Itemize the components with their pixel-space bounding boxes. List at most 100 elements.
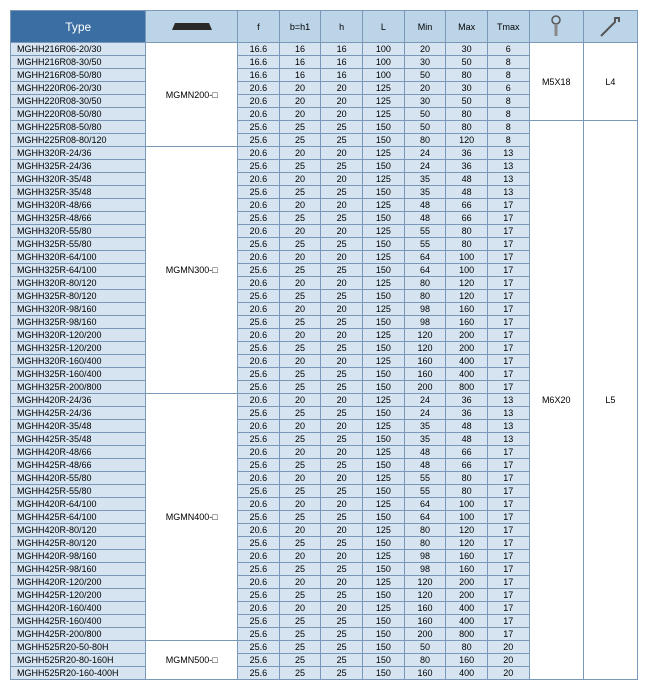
cell-L: 150	[363, 121, 405, 134]
cell-b: 20	[279, 420, 321, 433]
cell-t: 17	[487, 355, 529, 368]
cell-f: 25.6	[238, 433, 280, 446]
cell-t: 13	[487, 394, 529, 407]
cell-L: 150	[363, 485, 405, 498]
cell-h: 25	[321, 121, 363, 134]
cell-b: 20	[279, 524, 321, 537]
spec-table: Type f b=h1 h L Min Max Tmax MGHH216R06-…	[10, 10, 638, 680]
cell-L: 125	[363, 95, 405, 108]
cell-b: 20	[279, 329, 321, 342]
cell-min: 35	[404, 420, 446, 433]
cell-type: MGHH425R-35/48	[11, 433, 146, 446]
cell-min: 80	[404, 134, 446, 147]
header-bh1: b=h1	[279, 11, 321, 43]
cell-L: 150	[363, 563, 405, 576]
cell-min: 24	[404, 407, 446, 420]
cell-h: 20	[321, 82, 363, 95]
cell-t: 8	[487, 108, 529, 121]
cell-f: 16.6	[238, 56, 280, 69]
cell-min: 24	[404, 160, 446, 173]
cell-min: 55	[404, 238, 446, 251]
cell-min: 160	[404, 615, 446, 628]
cell-type: MGHH420R-80/120	[11, 524, 146, 537]
cell-L: 125	[363, 446, 405, 459]
cell-t: 17	[487, 212, 529, 225]
cell-t: 17	[487, 511, 529, 524]
cell-f: 20.6	[238, 147, 280, 160]
cell-h: 20	[321, 95, 363, 108]
cell-t: 17	[487, 316, 529, 329]
cell-wrench: L5	[583, 121, 637, 680]
cell-h: 25	[321, 238, 363, 251]
cell-type: MGHH320R-64/100	[11, 251, 146, 264]
cell-b: 25	[279, 381, 321, 394]
cell-f: 20.6	[238, 329, 280, 342]
cell-t: 8	[487, 121, 529, 134]
cell-f: 25.6	[238, 264, 280, 277]
cell-f: 20.6	[238, 355, 280, 368]
cell-min: 160	[404, 667, 446, 680]
cell-min: 35	[404, 186, 446, 199]
header-max: Max	[446, 11, 488, 43]
cell-min: 80	[404, 277, 446, 290]
cell-type: MGHH320R-80/120	[11, 277, 146, 290]
cell-type: MGHH325R-160/400	[11, 368, 146, 381]
cell-min: 80	[404, 290, 446, 303]
cell-f: 25.6	[238, 186, 280, 199]
cell-t: 17	[487, 368, 529, 381]
cell-L: 150	[363, 342, 405, 355]
cell-b: 25	[279, 654, 321, 667]
cell-max: 66	[446, 459, 488, 472]
cell-f: 20.6	[238, 576, 280, 589]
cell-f: 20.6	[238, 95, 280, 108]
cell-h: 25	[321, 433, 363, 446]
cell-h: 20	[321, 550, 363, 563]
cell-b: 20	[279, 82, 321, 95]
cell-h: 20	[321, 251, 363, 264]
cell-max: 36	[446, 160, 488, 173]
header-type: Type	[11, 11, 146, 43]
cell-f: 20.6	[238, 251, 280, 264]
cell-t: 17	[487, 524, 529, 537]
header-insert-icon	[146, 11, 238, 43]
cell-b: 25	[279, 316, 321, 329]
cell-f: 25.6	[238, 628, 280, 641]
table-row: MGHH225R08-50/8025.6252515050808M6X20L5	[11, 121, 638, 134]
cell-L: 150	[363, 433, 405, 446]
header-screw-icon	[529, 11, 583, 43]
cell-f: 20.6	[238, 82, 280, 95]
cell-min: 98	[404, 550, 446, 563]
cell-max: 400	[446, 667, 488, 680]
cell-h: 20	[321, 498, 363, 511]
cell-insert: MGMN300-□	[146, 147, 238, 394]
cell-type: MGHH225R08-50/80	[11, 121, 146, 134]
cell-type: MGHH320R-120/200	[11, 329, 146, 342]
cell-L: 125	[363, 108, 405, 121]
cell-h: 16	[321, 56, 363, 69]
cell-min: 160	[404, 368, 446, 381]
cell-h: 20	[321, 173, 363, 186]
cell-min: 80	[404, 654, 446, 667]
cell-b: 25	[279, 511, 321, 524]
cell-type: MGHH225R08-80/120	[11, 134, 146, 147]
cell-t: 17	[487, 446, 529, 459]
cell-b: 16	[279, 56, 321, 69]
cell-min: 48	[404, 459, 446, 472]
cell-f: 25.6	[238, 667, 280, 680]
cell-min: 160	[404, 602, 446, 615]
cell-L: 150	[363, 615, 405, 628]
cell-t: 17	[487, 238, 529, 251]
cell-L: 150	[363, 160, 405, 173]
cell-min: 50	[404, 69, 446, 82]
cell-b: 20	[279, 95, 321, 108]
cell-b: 25	[279, 212, 321, 225]
cell-min: 120	[404, 342, 446, 355]
cell-t: 8	[487, 69, 529, 82]
cell-type: MGHH220R06-20/30	[11, 82, 146, 95]
cell-L: 125	[363, 355, 405, 368]
cell-min: 35	[404, 173, 446, 186]
cell-t: 17	[487, 264, 529, 277]
cell-type: MGHH425R-48/66	[11, 459, 146, 472]
cell-t: 17	[487, 537, 529, 550]
cell-t: 17	[487, 563, 529, 576]
